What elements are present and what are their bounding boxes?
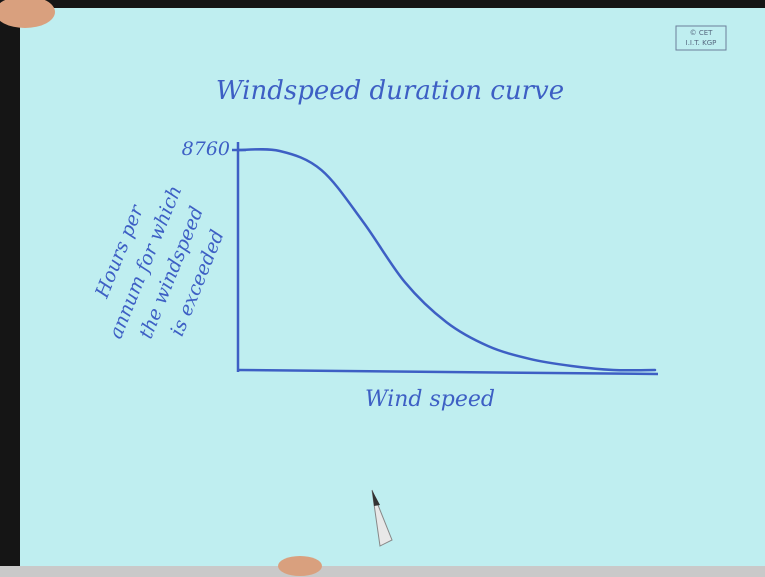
watermark: I.I.T. KGP xyxy=(686,39,717,47)
bottom-strip xyxy=(0,566,765,577)
hand xyxy=(278,556,322,576)
watermark-box xyxy=(675,25,727,51)
y-tick-label: 8760 xyxy=(182,138,230,160)
hand xyxy=(0,0,55,28)
pen-tip xyxy=(372,490,380,506)
chart-title: Windspeed duration curve xyxy=(216,76,564,106)
x-axis-label: Wind speed xyxy=(365,387,495,412)
paper xyxy=(20,8,765,566)
x-axis xyxy=(237,368,659,376)
duration-curve xyxy=(236,148,657,372)
watermark: © CET xyxy=(690,29,714,37)
